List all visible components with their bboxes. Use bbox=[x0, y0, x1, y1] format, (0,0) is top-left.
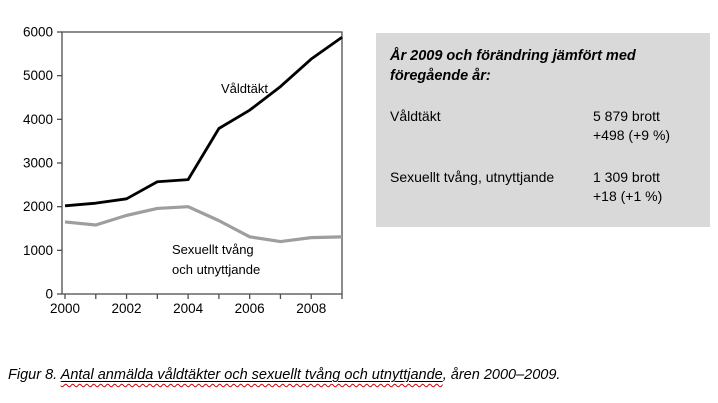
info-box-row-values: 5 879 brott +498 (+9 %) bbox=[593, 107, 696, 144]
svg-text:1000: 1000 bbox=[23, 243, 53, 258]
crime-line-chart: 0 1000 2000 3000 4000 5000 6000 2000 2002 2004 200… bbox=[23, 25, 343, 316]
svg-text:2002: 2002 bbox=[112, 301, 142, 316]
info-box-row-value: 5 879 brott bbox=[593, 108, 660, 124]
svg-text:och utnyttjande: och utnyttjande bbox=[172, 262, 260, 277]
info-box-row-sexuellt-tvang: Sexuellt tvång, utnyttjande 1 309 brott … bbox=[390, 168, 696, 205]
info-box: År 2009 och förändring jämfört med föreg… bbox=[376, 33, 710, 227]
svg-text:2008: 2008 bbox=[296, 301, 326, 316]
info-box-title: År 2009 och förändring jämfört med föreg… bbox=[390, 48, 636, 84]
svg-text:4000: 4000 bbox=[23, 112, 53, 127]
svg-text:Våldtäkt: Våldtäkt bbox=[221, 81, 268, 96]
svg-text:0: 0 bbox=[45, 287, 53, 302]
svg-text:5000: 5000 bbox=[23, 68, 53, 83]
svg-text:2004: 2004 bbox=[173, 301, 204, 316]
info-box-row-label: Våldtäkt bbox=[390, 108, 441, 124]
svg-text:2000: 2000 bbox=[23, 199, 53, 214]
svg-text:2006: 2006 bbox=[235, 301, 265, 316]
info-box-row-change: +498 (+9 %) bbox=[593, 126, 671, 143]
svg-text:2000: 2000 bbox=[50, 301, 80, 316]
svg-text:6000: 6000 bbox=[23, 25, 53, 40]
caption-underlined-text: Antal anmälda våldtäkter och sexuellt tv… bbox=[60, 367, 443, 383]
info-box-row-values: 1 309 brott +18 (+1 %) bbox=[593, 168, 696, 205]
info-box-row-change: +18 (+1 %) bbox=[593, 187, 663, 204]
info-box-row-value: 1 309 brott bbox=[593, 169, 660, 185]
svg-text:Sexuellt tvång: Sexuellt tvång bbox=[172, 242, 254, 257]
caption-prefix: Figur 8. bbox=[8, 367, 61, 383]
info-box-row-label: Sexuellt tvång, utnyttjande bbox=[390, 169, 555, 185]
caption-underlined: Antal anmälda våldtäkter och sexuellt tv… bbox=[61, 367, 443, 383]
info-box-row-valdtakt: Våldtäkt 5 879 brott +498 (+9 %) bbox=[390, 107, 696, 144]
figure-caption: Figur 8. Antal anmälda våldtäkter och se… bbox=[8, 366, 708, 385]
caption-suffix: , åren 2000–2009. bbox=[442, 367, 561, 383]
svg-text:3000: 3000 bbox=[23, 156, 53, 171]
